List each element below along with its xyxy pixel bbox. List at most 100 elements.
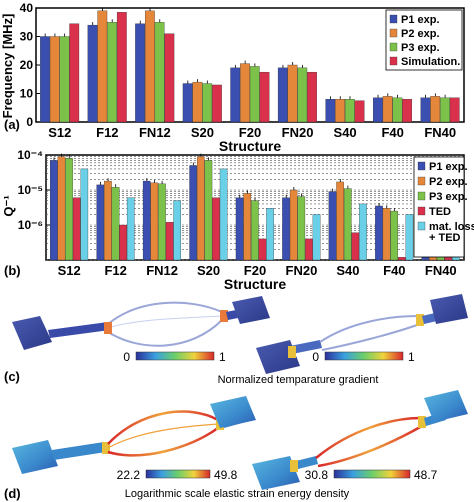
bar-F12-mat-loss-ted <box>126 197 135 261</box>
bar-F20-ted <box>258 238 267 261</box>
bar-F40-ted <box>397 257 406 261</box>
bar-FN20-mat-loss-ted <box>312 214 321 261</box>
bar-S40-p3-exp- <box>344 99 355 123</box>
colorbar-right-min: 30.8 <box>305 468 329 482</box>
bar-FN40-ted <box>444 257 453 261</box>
x-tick-label: FN20 <box>282 125 314 140</box>
bar-S12-mat-loss-ted <box>80 168 89 261</box>
bar-F40-simulation- <box>402 99 413 123</box>
bar-S40-simulation- <box>354 100 365 123</box>
bar-S20-p3-exp- <box>202 83 213 123</box>
bar-S40-p2-exp- <box>336 181 344 261</box>
bar-F12-p1-exp- <box>87 24 98 123</box>
bar-S12-p3-exp- <box>65 158 73 261</box>
legend-label: Simulation. <box>401 56 460 68</box>
bar-FN12-p3-exp- <box>158 183 166 261</box>
panel-c-caption: Normalized temparature gradient <box>218 374 379 386</box>
x-tick-label: S12 <box>58 263 81 278</box>
bar-F40-p3-exp- <box>392 97 403 123</box>
y-tick-label: 10⁻⁴ <box>17 148 43 162</box>
colorbar-left-min: 22.2 <box>117 468 141 482</box>
bar-F12-p3-exp- <box>111 187 120 261</box>
bar-F20-p2-exp- <box>240 63 250 123</box>
x-tick-label: S20 <box>197 263 220 278</box>
bar-F40-p1-exp- <box>375 205 383 261</box>
bar-S12-p1-exp- <box>50 160 58 261</box>
legend-label: P3 exp. <box>401 42 440 54</box>
bar-F12-ted <box>119 224 127 261</box>
legend-swatch <box>417 221 426 231</box>
bar-FN12-p2-exp- <box>144 10 155 123</box>
colorbar-right: 0 1 <box>312 350 415 364</box>
legend-label: P1 exp. <box>429 161 468 173</box>
y-tick-label: 10 <box>20 87 34 101</box>
x-tick-label: FN20 <box>286 263 318 278</box>
y-axis-label: Frequency [MHz] <box>0 14 15 119</box>
colorbar-right: 30.8 48.7 <box>305 468 438 482</box>
y-tick-label: 10⁻⁶ <box>18 218 43 232</box>
bar-S40-p2-exp- <box>335 99 345 123</box>
bar-FN12-p1-exp- <box>135 23 145 123</box>
y-axis-label: Q⁻¹ <box>1 195 16 216</box>
x-tick-label: F40 <box>381 125 403 140</box>
x-tick-label: S20 <box>191 125 214 140</box>
bar-FN20-p3-exp- <box>297 196 306 261</box>
bar-FN20-p1-exp- <box>282 197 290 261</box>
bar-S12-p2-exp- <box>49 36 60 123</box>
bar-F20-mat-loss-ted <box>266 208 274 261</box>
x-tick-label: F20 <box>239 125 261 140</box>
bar-F12-p2-exp- <box>97 10 108 123</box>
bar-FN20-p2-exp- <box>287 64 298 123</box>
bar-S20-mat-loss-ted <box>219 168 228 261</box>
x-tick-label: FN40 <box>425 263 457 278</box>
bar-FN20-p3-exp- <box>297 67 308 123</box>
bar-S12-p3-exp- <box>59 36 70 123</box>
y-ticks: 0 10 20 30 40 <box>20 1 40 129</box>
legend-label: P2 exp. <box>401 28 440 40</box>
legend-label: P1 exp. <box>401 14 440 26</box>
bar-S40-p1-exp- <box>325 99 336 123</box>
bar-FN12-p1-exp- <box>142 180 151 261</box>
frequency-chart: 0 10 20 30 40 S12 F12 FN12 S20 F20 FN20 S40 F40 FN40… <box>0 1 465 154</box>
temperature-gradient-panel: 0 1 0 1 Normalized temparature gradient … <box>4 294 468 386</box>
colorbar-right-max: 48.7 <box>414 468 438 482</box>
legend: P1 exp. P2 exp. P3 exp. TED mat. loss+ TED <box>413 156 474 258</box>
colorbar-right-min: 0 <box>312 350 319 364</box>
bar-FN40-p3-exp- <box>440 97 450 123</box>
bar-S20-p1-exp- <box>182 83 193 123</box>
bars <box>40 7 460 123</box>
bar-FN20-simulation- <box>307 71 317 123</box>
x-tick-labels: S12 F12 FN12 S20 F20 FN20 S40 F40 FN40 <box>58 263 457 278</box>
bar-S12-p1-exp- <box>40 36 50 123</box>
bar-F20-p2-exp- <box>243 193 252 261</box>
bar-FN12-ted <box>165 222 174 261</box>
bar-FN40-p1-exp- <box>420 97 431 123</box>
x-tick-label: S12 <box>48 125 71 140</box>
bar-F20-p1-exp- <box>235 197 244 261</box>
legend-label: TED <box>429 206 451 218</box>
legend-label: P3 exp. <box>429 191 468 203</box>
bar-FN12-p3-exp- <box>154 22 165 123</box>
bar-F40-p2-exp- <box>382 96 393 123</box>
bar-F20-simulation- <box>259 71 270 123</box>
bar-S20-simulation- <box>212 84 222 123</box>
bar-F20-p1-exp- <box>230 67 241 123</box>
legend-label: mat. loss <box>429 221 474 233</box>
bar-F40-p3-exp- <box>390 210 398 261</box>
legend-label: P2 exp. <box>429 176 468 188</box>
bar-S20-p2-exp- <box>192 81 203 123</box>
x-tick-label: FN12 <box>146 263 178 278</box>
bar-FN40-p2-exp- <box>430 96 441 123</box>
x-axis-label: Structure <box>219 138 281 154</box>
legend: P1 exp. P2 exp. P3 exp. Simulation. <box>385 9 463 71</box>
x-tick-label: S40 <box>334 125 357 140</box>
panel-d-caption: Logarithmic scale elastic strain energy … <box>125 488 350 500</box>
bar-S40-p3-exp- <box>343 188 352 261</box>
y-tick-label: 40 <box>20 1 34 15</box>
x-tick-label: FN40 <box>424 125 456 140</box>
bar-S20-p2-exp- <box>196 156 205 261</box>
bar-F12-p1-exp- <box>96 184 105 261</box>
bar-F12-simulation- <box>116 12 127 123</box>
x-tick-label: S40 <box>336 263 359 278</box>
